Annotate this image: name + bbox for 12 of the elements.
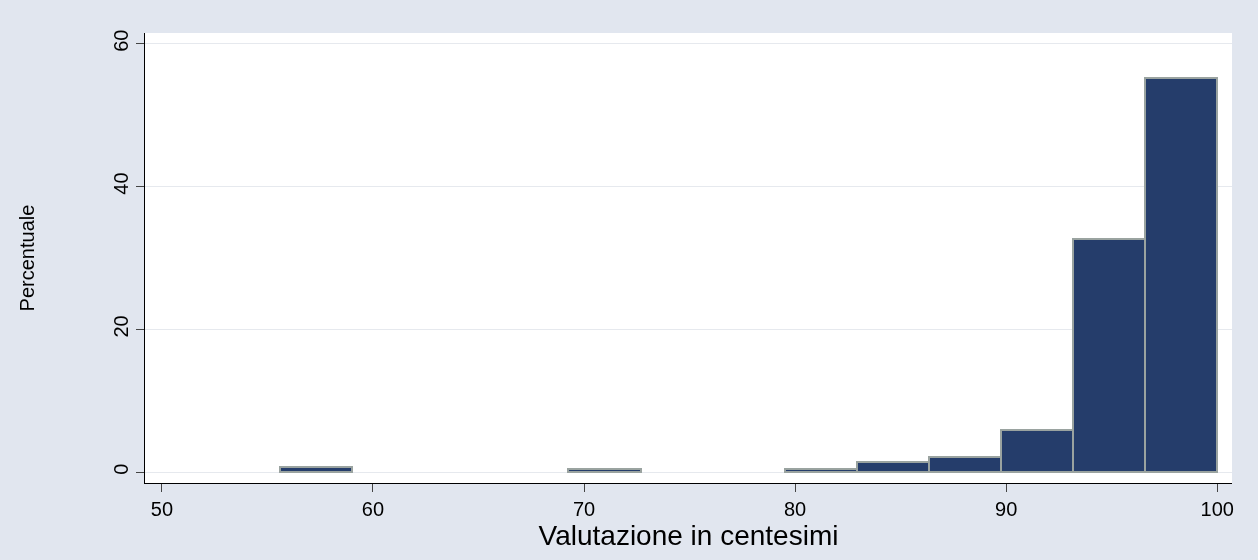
- x-tick-label: 100: [1200, 498, 1234, 520]
- x-tick-label: 90: [995, 498, 1018, 520]
- x-tick-label: 70: [572, 498, 596, 520]
- y-tick-label: 0: [110, 463, 132, 475]
- y-tick-label: 60: [110, 29, 132, 52]
- x-tick-label: 50: [150, 498, 174, 520]
- x-axis-title: Valutazione in centesimi: [538, 520, 839, 551]
- y-axis-title: Percentuale: [15, 204, 38, 312]
- x-tick-label: 80: [783, 498, 807, 520]
- y-tick-label: 40: [110, 172, 132, 195]
- x-tick-label: 60: [361, 498, 385, 520]
- y-tick-label: 20: [110, 315, 132, 338]
